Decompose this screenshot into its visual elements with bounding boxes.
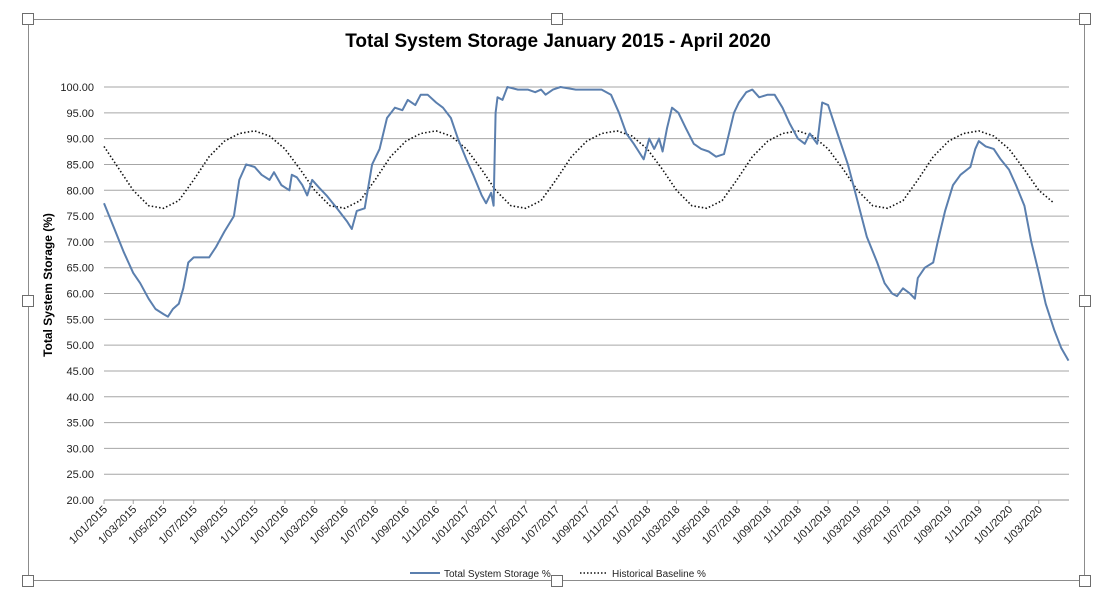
chart-title: Total System Storage January 2015 - Apri… [345, 31, 771, 52]
y-tick-label: 45.00 [66, 366, 94, 378]
y-tick-label: 95.00 [66, 108, 94, 120]
y-tick-label: 40.00 [66, 392, 94, 404]
resize-handle-top-center[interactable] [551, 13, 563, 25]
y-tick-label: 30.00 [66, 443, 94, 455]
y-axis-ticks: 20.00 25.00 30.00 35.00 40.00 45.00 50.00 55.00… [60, 82, 94, 507]
y-tick-label: 70.00 [66, 237, 94, 249]
legend-label-total: Total System Storage % [444, 569, 551, 580]
resize-handle-bottom-right[interactable] [1079, 575, 1091, 587]
y-tick-label: 80.00 [66, 185, 94, 197]
x-axis-ticks: 1/01/20151/03/20151/05/20151/07/20151/09… [67, 500, 1045, 547]
resize-handle-bottom-center[interactable] [551, 575, 563, 587]
y-tick-label: 35.00 [66, 418, 94, 430]
resize-handle-top-left[interactable] [22, 13, 34, 25]
gridlines [104, 86, 1069, 501]
y-tick-label: 55.00 [66, 314, 94, 326]
y-tick-label: 20.00 [66, 495, 94, 507]
series-line-historical-baseline [103, 130, 1055, 210]
y-tick-label: 65.00 [66, 263, 94, 275]
y-tick-label: 90.00 [66, 134, 94, 146]
plot-area [103, 86, 1070, 501]
resize-handle-middle-left[interactable] [22, 295, 34, 307]
y-tick-label: 25.00 [66, 469, 94, 481]
y-tick-label: 75.00 [66, 211, 94, 223]
y-tick-label: 50.00 [66, 340, 94, 352]
y-tick-label: 85.00 [66, 159, 94, 171]
y-axis-label: Total System Storage (%) [41, 213, 55, 357]
resize-handle-bottom-left[interactable] [22, 575, 34, 587]
series-line-total-system-storage [103, 86, 1070, 362]
legend-label-baseline: Historical Baseline % [612, 569, 706, 580]
resize-handle-middle-right[interactable] [1079, 295, 1091, 307]
y-tick-label: 60.00 [66, 289, 94, 301]
resize-handle-top-right[interactable] [1079, 13, 1091, 25]
y-tick-label: 100.00 [60, 82, 94, 94]
legend: Total System Storage % Historical Baseli… [410, 569, 706, 580]
